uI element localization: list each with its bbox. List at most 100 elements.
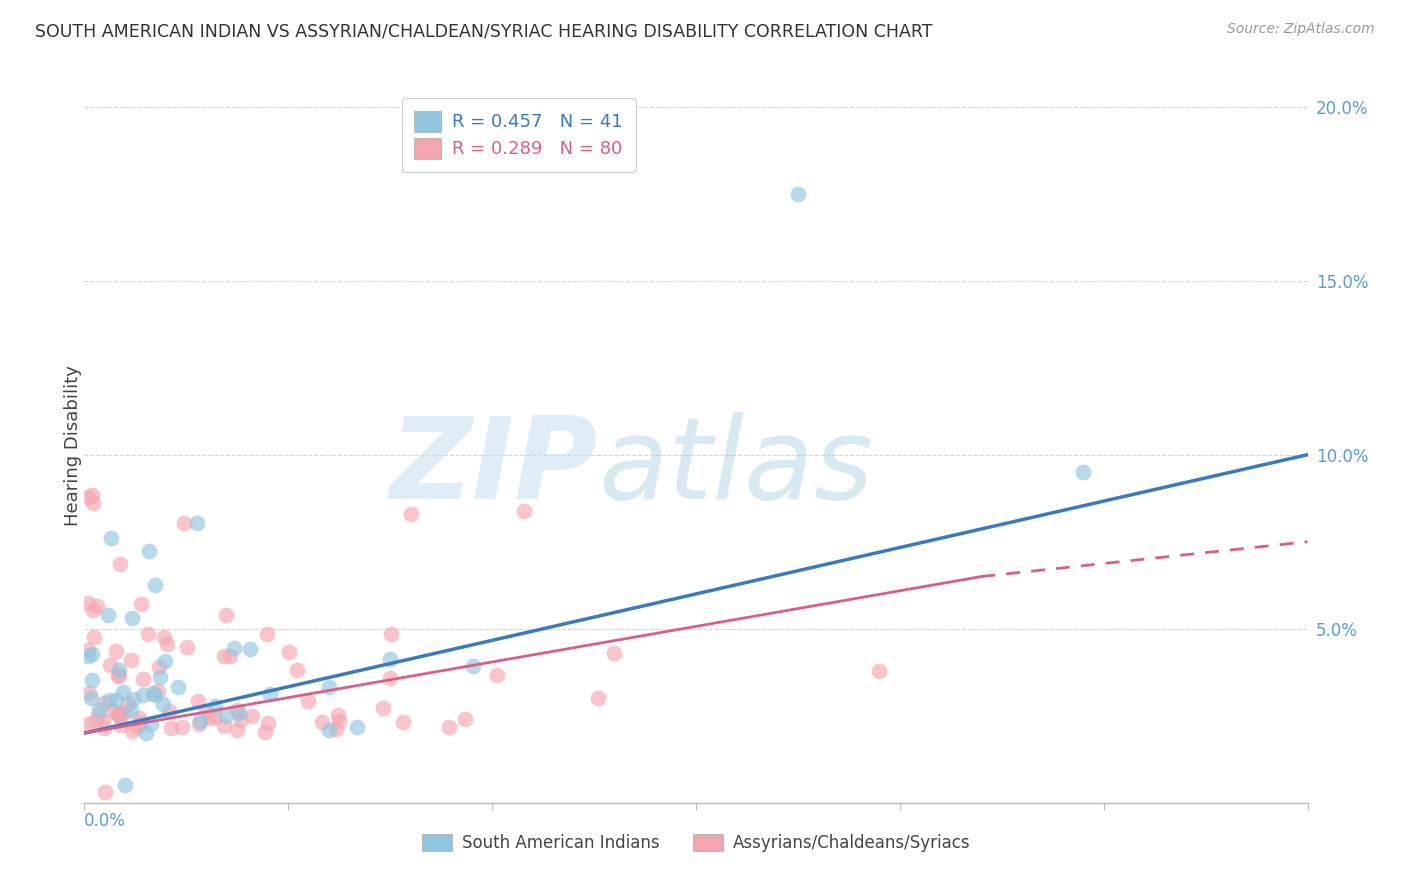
Point bbox=[77, 717, 100, 731]
Point bbox=[204, 698, 226, 713]
Point bbox=[122, 691, 145, 706]
Point bbox=[257, 716, 280, 731]
Point bbox=[100, 531, 122, 545]
Point bbox=[82, 603, 104, 617]
Point bbox=[170, 720, 193, 734]
Point bbox=[188, 716, 211, 731]
Point bbox=[125, 720, 148, 734]
Text: 0.0%: 0.0% bbox=[84, 812, 127, 830]
Point bbox=[108, 663, 131, 677]
Point bbox=[83, 714, 105, 729]
Point bbox=[128, 716, 150, 731]
Point bbox=[212, 649, 235, 664]
Point bbox=[107, 708, 129, 723]
Point bbox=[318, 680, 340, 694]
Point bbox=[80, 488, 103, 502]
Point bbox=[111, 684, 134, 698]
Point bbox=[225, 723, 247, 738]
Point bbox=[194, 704, 217, 718]
Point bbox=[148, 684, 170, 698]
Point bbox=[93, 696, 115, 710]
Point bbox=[157, 704, 180, 718]
Point bbox=[278, 645, 301, 659]
Point bbox=[139, 717, 162, 731]
Point bbox=[110, 718, 132, 732]
Point bbox=[437, 720, 460, 734]
Text: SOUTH AMERICAN INDIAN VS ASSYRIAN/CHALDEAN/SYRIAC HEARING DISABILITY CORRELATION: SOUTH AMERICAN INDIAN VS ASSYRIAN/CHALDE… bbox=[35, 22, 932, 40]
Point bbox=[239, 641, 262, 656]
Point bbox=[176, 640, 198, 654]
Point bbox=[326, 707, 349, 722]
Point bbox=[187, 693, 209, 707]
Point bbox=[463, 659, 485, 673]
Point bbox=[82, 673, 104, 687]
Point bbox=[155, 654, 177, 668]
Point bbox=[138, 544, 160, 558]
Point bbox=[112, 706, 135, 720]
Point bbox=[173, 516, 195, 531]
Point bbox=[212, 719, 235, 733]
Point bbox=[148, 660, 170, 674]
Point bbox=[114, 778, 136, 792]
Point bbox=[311, 715, 333, 730]
Point bbox=[108, 557, 131, 571]
Point bbox=[186, 516, 208, 531]
Point bbox=[240, 708, 263, 723]
Point bbox=[80, 647, 103, 661]
Point bbox=[229, 713, 252, 727]
Point bbox=[105, 693, 128, 707]
Point bbox=[787, 186, 810, 201]
Point bbox=[87, 703, 110, 717]
Point bbox=[103, 704, 125, 718]
Point bbox=[152, 697, 174, 711]
Point bbox=[204, 710, 226, 724]
Point bbox=[135, 726, 157, 740]
Point bbox=[454, 712, 477, 726]
Point bbox=[486, 668, 509, 682]
Point bbox=[603, 646, 626, 660]
Point bbox=[222, 641, 245, 656]
Point bbox=[225, 703, 247, 717]
Point bbox=[98, 658, 121, 673]
Point bbox=[318, 723, 340, 737]
Point bbox=[77, 686, 100, 700]
Point bbox=[86, 599, 108, 614]
Point bbox=[87, 708, 110, 723]
Point bbox=[108, 668, 131, 682]
Point bbox=[77, 596, 100, 610]
Point bbox=[1073, 465, 1095, 479]
Point bbox=[120, 703, 142, 717]
Point bbox=[143, 688, 166, 702]
Point bbox=[254, 725, 277, 739]
Point bbox=[373, 701, 395, 715]
Point bbox=[586, 691, 609, 706]
Point bbox=[160, 721, 183, 735]
Point bbox=[97, 607, 120, 622]
Point bbox=[93, 721, 115, 735]
Point bbox=[325, 723, 347, 737]
Text: ZIP: ZIP bbox=[389, 412, 598, 523]
Point bbox=[399, 507, 422, 521]
Point bbox=[107, 707, 129, 722]
Point bbox=[120, 653, 142, 667]
Point bbox=[117, 697, 139, 711]
Point bbox=[128, 711, 150, 725]
Point bbox=[215, 709, 238, 723]
Point bbox=[256, 626, 278, 640]
Point bbox=[198, 710, 221, 724]
Point bbox=[107, 669, 129, 683]
Point bbox=[93, 785, 115, 799]
Point bbox=[153, 630, 176, 644]
Point bbox=[149, 670, 172, 684]
Point bbox=[136, 627, 159, 641]
Point bbox=[228, 706, 250, 720]
Point bbox=[392, 715, 415, 730]
Point bbox=[104, 643, 127, 657]
Point bbox=[121, 723, 143, 738]
Point bbox=[167, 680, 190, 694]
Text: Source: ZipAtlas.com: Source: ZipAtlas.com bbox=[1227, 22, 1375, 37]
Point bbox=[285, 663, 308, 677]
Point bbox=[77, 643, 100, 657]
Point bbox=[328, 714, 350, 728]
Point bbox=[215, 608, 238, 623]
